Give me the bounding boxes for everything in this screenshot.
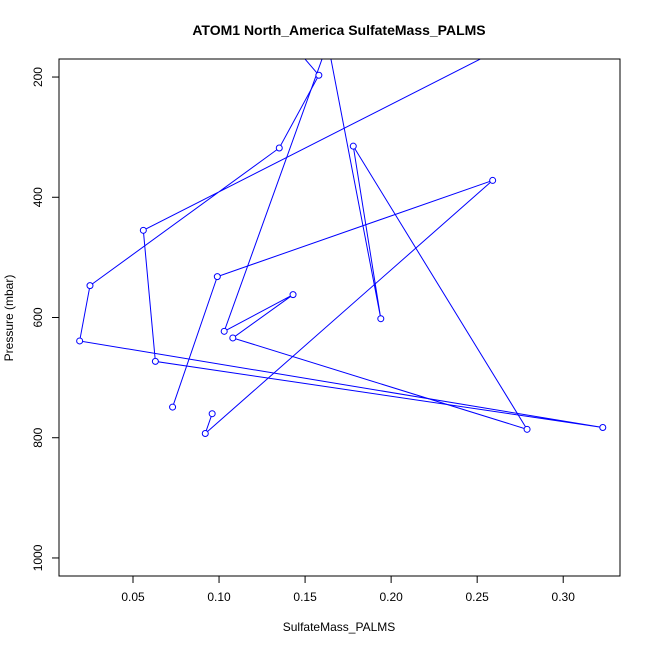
data-point [523,425,531,433]
x-tick-label: 0.05 [121,590,145,604]
data-point [599,424,607,432]
data-point [349,142,357,150]
x-axis-label: SulfateMass_PALMS [283,620,396,634]
data-point [315,71,323,79]
y-tick-label: 400 [31,187,45,207]
y-tick-label: 200 [31,67,45,87]
data-point [220,327,228,335]
x-tick-label: 0.15 [293,590,317,604]
data-point [289,291,297,299]
y-tick-label: 800 [31,427,45,447]
data-point [208,410,216,418]
data-point [139,226,147,234]
x-tick-label: 0.10 [207,590,231,604]
y-tick-label: 1000 [31,544,45,571]
x-tick-label: 0.30 [552,590,576,604]
data-point [169,403,177,411]
data-point [151,357,159,365]
x-tick-label: 0.20 [379,590,403,604]
y-axis-label: Pressure (mbar) [2,275,16,362]
data-point [489,176,497,184]
data-point [275,144,283,152]
chart-title: ATOM1 North_America SulfateMass_PALMS [192,22,485,38]
data-point [213,273,221,281]
data-point [201,430,209,438]
plot-points [76,71,607,438]
x-axis: 0.05 0.10 0.15 0.20 0.25 0.30 [121,575,576,604]
x-tick-label: 0.25 [465,590,489,604]
data-point [86,282,94,290]
data-point [229,334,237,342]
y-axis: 200 400 600 800 1000 [31,67,60,571]
data-point [377,315,385,323]
y-tick-label: 600 [31,307,45,327]
data-point [76,337,84,345]
